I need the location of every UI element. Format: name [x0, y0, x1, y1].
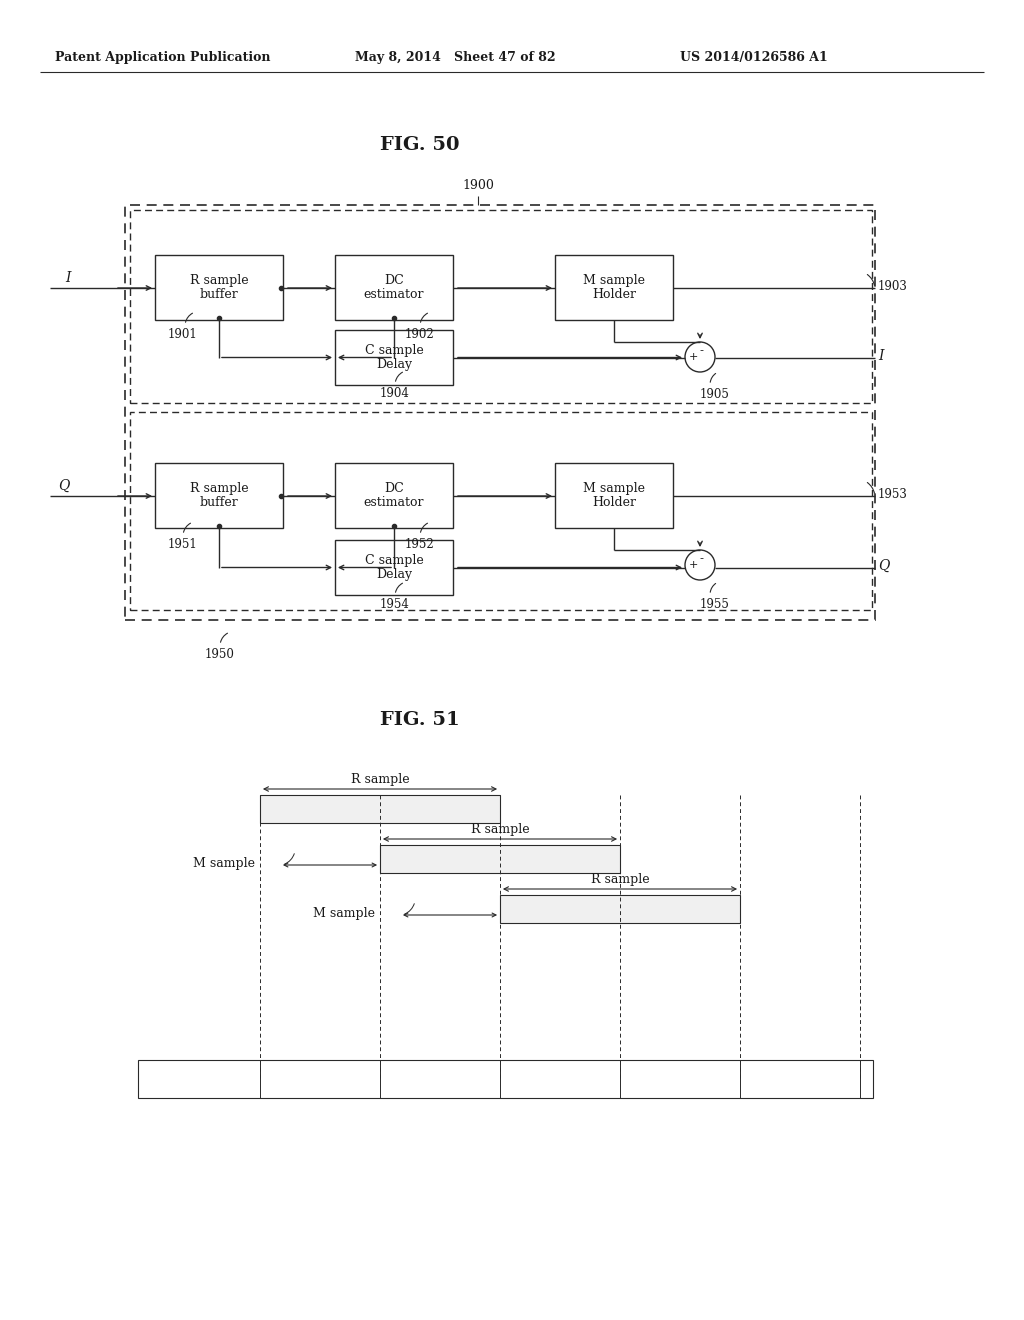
- Text: R sample: R sample: [350, 772, 410, 785]
- Bar: [335, 463, 453, 528]
- Text: I: I: [878, 348, 884, 363]
- Bar: [335, 330, 453, 385]
- Text: -: -: [699, 345, 703, 355]
- Bar: [335, 540, 453, 595]
- Text: C sample: C sample: [365, 345, 423, 358]
- Text: Holder: Holder: [592, 496, 636, 508]
- Bar: [260, 795, 500, 822]
- Text: FIG. 51: FIG. 51: [380, 711, 460, 729]
- Text: FIG. 50: FIG. 50: [380, 136, 460, 154]
- Text: Delay: Delay: [376, 568, 412, 581]
- Text: +: +: [688, 352, 697, 362]
- Text: M sample: M sample: [583, 275, 645, 288]
- Text: 1902: 1902: [406, 327, 435, 341]
- Bar: [155, 463, 283, 528]
- Text: Delay: Delay: [376, 358, 412, 371]
- Bar: [380, 845, 620, 873]
- Text: 1951: 1951: [168, 539, 198, 550]
- Text: May 8, 2014   Sheet 47 of 82: May 8, 2014 Sheet 47 of 82: [355, 51, 556, 65]
- Text: estimator: estimator: [364, 496, 424, 508]
- Text: 1950: 1950: [205, 648, 234, 661]
- Bar: [130, 210, 872, 403]
- Text: buffer: buffer: [200, 288, 239, 301]
- Bar: [130, 412, 872, 610]
- Text: 1904: 1904: [380, 387, 410, 400]
- Text: 1903: 1903: [878, 280, 908, 293]
- Text: M sample: M sample: [313, 908, 375, 920]
- Text: +: +: [688, 560, 697, 570]
- Text: 1905: 1905: [700, 388, 730, 401]
- Bar: [138, 1060, 873, 1098]
- Bar: [555, 463, 673, 528]
- Text: DC: DC: [384, 482, 403, 495]
- Text: buffer: buffer: [200, 496, 239, 508]
- Text: C sample: C sample: [365, 554, 423, 568]
- Text: I: I: [66, 271, 71, 285]
- Text: Q: Q: [58, 479, 70, 492]
- Bar: [555, 255, 673, 319]
- Text: R sample: R sample: [189, 275, 248, 288]
- Text: estimator: estimator: [364, 288, 424, 301]
- Bar: [500, 895, 740, 923]
- Text: R sample: R sample: [189, 482, 248, 495]
- Text: DC: DC: [384, 275, 403, 288]
- Text: Patent Application Publication: Patent Application Publication: [55, 51, 270, 65]
- Text: M sample: M sample: [193, 858, 255, 870]
- Text: Q: Q: [878, 558, 890, 573]
- Text: 1953: 1953: [878, 487, 908, 500]
- Text: R sample: R sample: [591, 873, 649, 886]
- Text: Holder: Holder: [592, 288, 636, 301]
- Text: US 2014/0126586 A1: US 2014/0126586 A1: [680, 51, 827, 65]
- Bar: [155, 255, 283, 319]
- Bar: [125, 205, 874, 620]
- Bar: [335, 255, 453, 319]
- Text: 1952: 1952: [406, 539, 435, 550]
- Text: -: -: [699, 553, 703, 564]
- Text: 1955: 1955: [700, 598, 730, 611]
- Text: R sample: R sample: [471, 822, 529, 836]
- Text: 1954: 1954: [380, 598, 410, 611]
- Text: 1900: 1900: [462, 180, 494, 191]
- Text: M sample: M sample: [583, 482, 645, 495]
- Text: 1901: 1901: [168, 327, 198, 341]
